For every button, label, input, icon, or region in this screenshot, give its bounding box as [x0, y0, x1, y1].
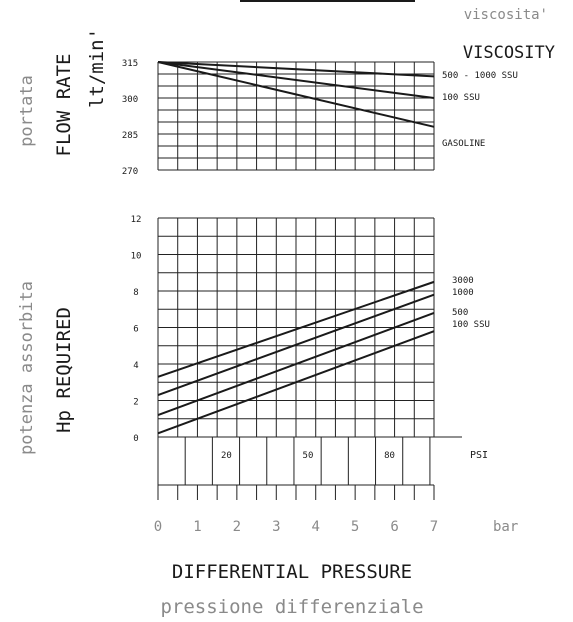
bar-unit-label: bar — [493, 519, 518, 535]
bar-tick-label: 1 — [193, 519, 201, 535]
flow-series-label: GASOLINE — [442, 139, 485, 149]
flow-series-line — [157, 61, 435, 128]
flow-series-label: 500 - 1000 SSU — [442, 71, 518, 81]
hp-label-it: potenza assorbita — [17, 281, 37, 455]
hp-series-label: 1000 — [452, 288, 474, 298]
psi-tick-label: 50 — [303, 451, 314, 461]
psi-unit-label: PSI — [470, 450, 488, 461]
pressure-axis: 20 50 80 0 1 2 3 4 5 6 7 — [154, 436, 462, 535]
hp-y-tick-label: 10 — [131, 252, 142, 262]
hp-y-tick-label: 6 — [133, 325, 138, 335]
flow-rate-chart: 315 300 285 270 500 - 1000 SSU 100 SSU GASOLIN… — [122, 59, 518, 177]
flow-series-line — [157, 61, 435, 78]
flow-series-line — [157, 61, 435, 99]
flow-y-tick-label: 300 — [122, 95, 138, 105]
hp-y-tick-label: 12 — [131, 215, 142, 225]
hp-y-tick-label: 4 — [133, 361, 138, 371]
bar-tick-label: 0 — [154, 519, 162, 535]
flow-series-label: 100 SSU — [442, 93, 480, 103]
hp-series-line — [157, 280, 435, 378]
hp-series-label: 100 SSU — [452, 320, 490, 330]
bar-tick-label: 6 — [390, 519, 398, 535]
flow-rate-label-it: portata — [17, 75, 37, 147]
hp-required-chart: 12 10 8 6 4 2 0 3000 1000 500 100 SSU — [131, 215, 490, 444]
hp-y-tick-label: 0 — [133, 434, 138, 444]
hp-series-line — [157, 293, 435, 396]
hp-y-tick-label: 2 — [133, 398, 138, 408]
viscosity-label-en: VISCOSITY — [463, 43, 555, 63]
psi-tick-label: 20 — [221, 451, 232, 461]
bar-tick-label: 5 — [351, 519, 359, 535]
hp-series-label: 500 — [452, 308, 468, 318]
x-axis-title-en: DIFFERENTIAL PRESSURE — [172, 561, 412, 583]
flow-rate-unit: lt/min' — [86, 28, 108, 108]
bar-tick-label: 2 — [233, 519, 241, 535]
bar-tick-label: 4 — [311, 519, 319, 535]
x-axis-title-it: pressione differenziale — [160, 596, 423, 618]
flow-grid — [157, 61, 435, 171]
hp-y-tick-label: 8 — [133, 288, 138, 298]
viscosity-label-it: viscosita' — [464, 7, 548, 23]
hp-grid — [157, 217, 435, 438]
bar-tick-label: 3 — [272, 519, 280, 535]
flow-y-tick-label: 315 — [122, 59, 138, 69]
flow-y-tick-label: 270 — [122, 167, 138, 177]
flow-y-tick-label: 285 — [122, 131, 138, 141]
hp-series-line — [157, 311, 435, 417]
hp-label-en: Hp REQUIRED — [53, 307, 75, 433]
hp-series-label: 3000 — [452, 276, 474, 286]
bar-tick-label: 7 — [430, 519, 438, 535]
psi-tick-label: 80 — [384, 451, 395, 461]
hp-series-line — [157, 330, 435, 435]
flow-rate-label-en: FLOW RATE — [53, 54, 75, 157]
